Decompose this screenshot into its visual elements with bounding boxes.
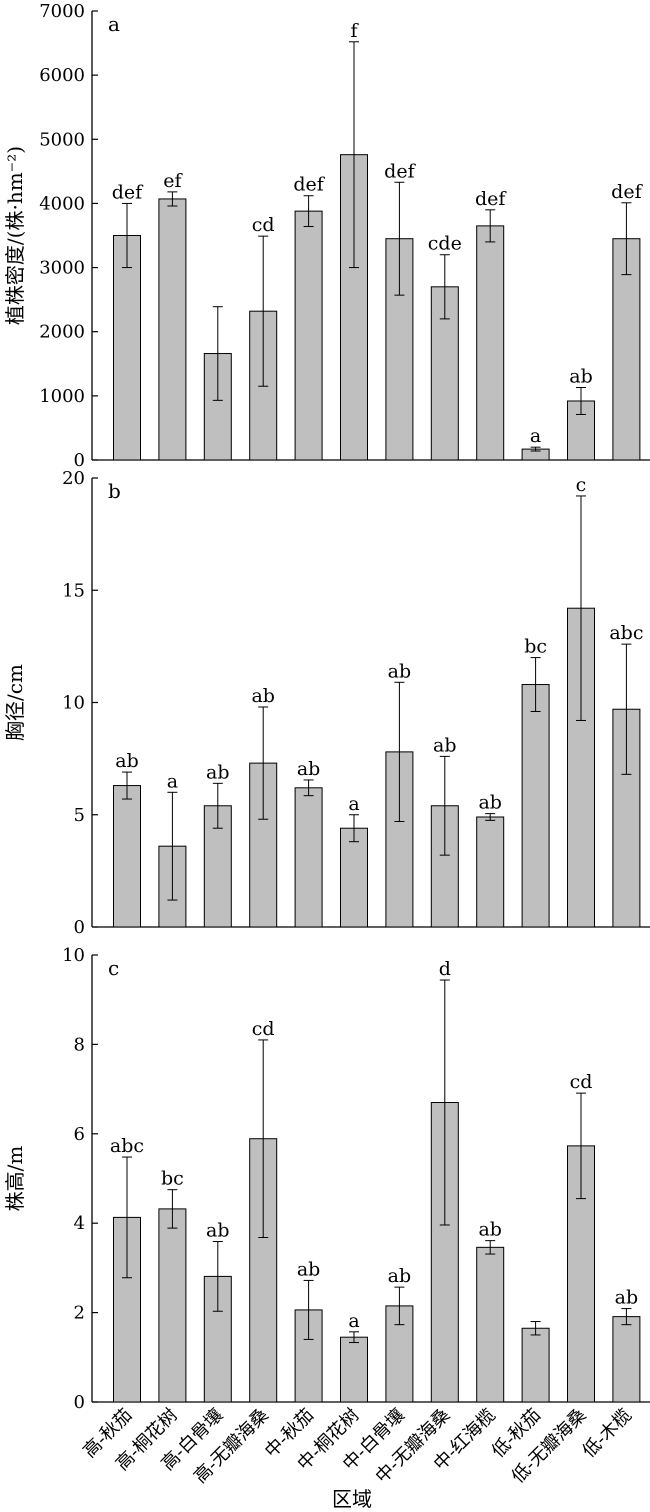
y-axis-title: 胸径/cm (3, 664, 27, 741)
bar (158, 1208, 187, 1403)
y-tick-label: 5 (74, 805, 85, 826)
y-tick-label: 4000 (39, 193, 85, 214)
y-tick-label: 1000 (39, 386, 85, 407)
significance-label: ab (388, 660, 412, 682)
y-tick-label: 0 (74, 917, 85, 938)
y-tick-label: 2000 (39, 322, 85, 343)
bar (294, 210, 323, 461)
bar (476, 1246, 505, 1403)
significance-label: ab (615, 1287, 639, 1309)
significance-label: ab (297, 758, 321, 780)
y-tick-label: 2 (74, 1303, 85, 1324)
y-tick-label: 20 (62, 468, 85, 489)
bar (476, 816, 505, 928)
bar (612, 1316, 641, 1403)
panel-label: a (108, 12, 120, 36)
bar (113, 785, 141, 928)
significance-label: ab (478, 792, 502, 814)
significance-label: ab (569, 366, 593, 388)
significance-label: def (293, 174, 325, 196)
bar (158, 198, 187, 461)
significance-label: ab (251, 685, 275, 707)
significance-label: ab (297, 1258, 321, 1280)
significance-label: cde (428, 233, 462, 255)
y-tick-label: 10 (62, 945, 85, 966)
y-tick-label: 5000 (39, 129, 85, 150)
significance-label: ab (388, 1265, 412, 1287)
y-tick-label: 7000 (39, 1, 85, 22)
significance-label: ab (433, 734, 457, 756)
significance-label: abc (110, 1135, 144, 1157)
significance-label: ab (206, 1220, 230, 1242)
y-tick-label: 6000 (39, 65, 85, 86)
y-tick-label: 4 (74, 1213, 85, 1234)
significance-label: abc (609, 622, 643, 644)
panel-label: c (108, 956, 119, 980)
significance-label: a (348, 1310, 359, 1332)
panel-label: b (108, 479, 121, 503)
y-tick-label: 0 (74, 1392, 85, 1413)
significance-label: a (530, 425, 541, 447)
x-tick-label: 低-木榄 (579, 1405, 636, 1462)
significance-label: cd (252, 1018, 275, 1040)
significance-label: f (350, 20, 359, 42)
significance-label: ab (206, 761, 230, 783)
significance-label: cd (570, 1071, 593, 1093)
y-tick-label: 6 (74, 1124, 85, 1145)
bar (113, 235, 141, 461)
significance-label: def (611, 181, 643, 203)
significance-label: a (167, 770, 178, 792)
y-tick-label: 8 (74, 1034, 85, 1055)
bar (521, 1327, 550, 1403)
y-axis-title: 植株密度/(株·hm⁻²) (3, 146, 27, 325)
y-tick-label: 10 (62, 693, 85, 714)
bar (340, 1336, 368, 1403)
y-tick-label: 0 (74, 450, 85, 471)
panel-density: 0 1000 2000 3000 4000 5000 6000 7000 a 植株密度/(株·hm… (3, 1, 650, 471)
bar (476, 225, 505, 461)
significance-label: def (384, 160, 416, 182)
significance-label: bc (161, 1168, 184, 1190)
significance-label: def (112, 181, 144, 203)
significance-label: def (475, 188, 507, 210)
bar (294, 787, 323, 928)
y-tick-label: 3000 (39, 258, 85, 279)
significance-label: ab (478, 1219, 502, 1241)
panel-diameter: 0 5 10 15 20 b 胸径/cm ab a ab ab ab a ab ab ab bc c abc (3, 468, 650, 938)
significance-label: d (439, 958, 451, 980)
y-tick-label: 15 (62, 580, 85, 601)
significance-label: c (576, 474, 587, 496)
bar (612, 238, 641, 461)
bar (340, 827, 368, 928)
significance-label: ef (163, 170, 183, 192)
significance-label: bc (524, 636, 547, 658)
significance-label: cd (252, 214, 275, 236)
significance-label: a (348, 793, 359, 815)
significance-label: ab (115, 750, 139, 772)
x-axis-categories: 高-秋茄高-桐花树高-白骨壤高-无瓣海桑中-秋茄中-桐花树中-白骨壤中-无瓣海桑… (79, 1405, 636, 1488)
y-axis-title: 株高/m (3, 1146, 27, 1212)
bar (521, 684, 550, 928)
x-axis-title: 区域 (332, 1487, 372, 1511)
